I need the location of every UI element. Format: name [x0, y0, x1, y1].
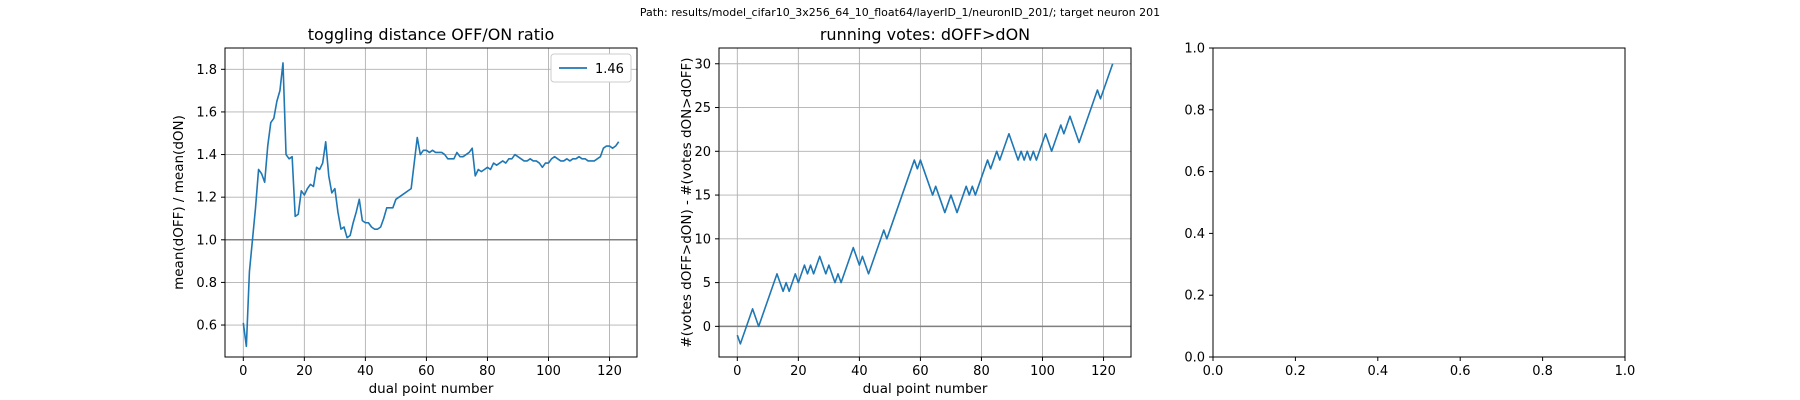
y-tick-label: 15 [694, 189, 711, 204]
x-tick-label: 0.6 [1450, 364, 1471, 379]
y-tick-label: 0.6 [1184, 165, 1205, 180]
axes-frame [224, 47, 638, 358]
x-axis-label: dual point number [369, 381, 494, 397]
chart-panel-running-votes: 0 20 40 60 80 100 120 0 5 10 15 20 25 30 running votes… [679, 25, 1132, 397]
x-tick-label: 60 [418, 364, 435, 379]
legend-box [550, 53, 632, 83]
x-tick-label: 100 [1030, 364, 1055, 379]
x-tick-label: 120 [597, 364, 622, 379]
chart-panel-toggling-ratio: 0 20 40 60 80 100 120 0.6 0.8 1.0 1.2 1.4 1.6 1.8 togg… [171, 25, 638, 397]
x-tick-label: 0 [733, 364, 741, 379]
y-tick-label: 0.8 [196, 276, 217, 291]
y-tick-label: 0.6 [196, 319, 217, 334]
y-axis-label: mean(dOFF) / mean(dON) [171, 115, 187, 290]
y-tick-label: 1.6 [196, 105, 217, 120]
y-tick-label: 1.0 [1184, 42, 1205, 57]
y-tick-label: 1.8 [196, 63, 217, 78]
y-tick-label: 5 [703, 276, 711, 291]
x-tick-label: 80 [479, 364, 496, 379]
y-tick-label: 1.4 [196, 148, 217, 163]
y-tick-label: 0.2 [1184, 289, 1205, 304]
x-tick-label: 100 [536, 364, 561, 379]
x-tick-label: 60 [912, 364, 929, 379]
x-tick-label: 20 [790, 364, 807, 379]
y-tick-label: 25 [694, 101, 711, 116]
y-tick-label: 20 [694, 145, 711, 160]
chart-panel-empty-axes: 0.0 0.2 0.4 0.6 0.8 1.0 0.0 0.2 0.4 0.6 0.8 1.0 [1184, 42, 1635, 380]
y-tick-label: 1.2 [196, 191, 217, 206]
chart-title: toggling distance OFF/ON ratio [308, 25, 554, 44]
x-tick-label: 0.4 [1367, 364, 1388, 379]
y-tick-label: 0.4 [1184, 227, 1205, 242]
x-tick-label: 0.0 [1203, 364, 1224, 379]
x-tick-label: 1.0 [1615, 364, 1636, 379]
x-tick-label: 0 [239, 364, 247, 379]
y-tick-label: 0.8 [1184, 103, 1205, 118]
x-tick-label: 0.8 [1532, 364, 1553, 379]
y-tick-label: 0.0 [1184, 351, 1205, 366]
x-tick-label: 40 [851, 364, 868, 379]
series-line-0 [736, 63, 1114, 345]
y-tick-label: 1.0 [196, 233, 217, 248]
y-tick-label: 10 [694, 232, 711, 247]
axes-frame [718, 47, 1132, 358]
series-line-0 [242, 62, 620, 348]
x-tick-label: 80 [973, 364, 990, 379]
x-tick-label: 120 [1091, 364, 1116, 379]
y-tick-label: 30 [694, 57, 711, 72]
y-tick-label: 0 [703, 320, 711, 335]
y-axis-label: #(votes dOFF>dON) - #(votes dON>dOFF) [679, 57, 695, 347]
legend-label: 1.46 [595, 62, 624, 77]
x-axis-label: dual point number [863, 381, 988, 397]
axes-frame [1212, 47, 1626, 358]
figure-suptitle: Path: results/model_cifar10_3x256_64_10_… [639, 6, 1161, 19]
x-tick-label: 0.2 [1285, 364, 1306, 379]
chart-title: running votes: dOFF>dON [820, 25, 1030, 44]
x-tick-label: 20 [296, 364, 313, 379]
x-tick-label: 40 [357, 364, 374, 379]
